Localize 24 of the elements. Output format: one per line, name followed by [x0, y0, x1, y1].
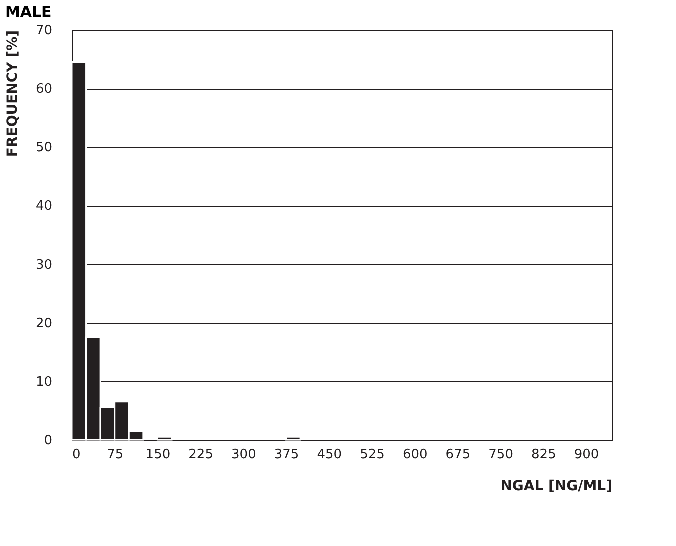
- x-tick-label: 825: [532, 448, 556, 462]
- x-tick-label: 525: [360, 448, 385, 462]
- y-tick-label: 40: [36, 199, 52, 214]
- x-axis-title: NGAL [NG/ML]: [500, 478, 612, 494]
- x-tick-label: 450: [317, 448, 342, 462]
- x-tick-label: 300: [232, 448, 256, 462]
- y-tick-label: 0: [44, 434, 52, 448]
- x-tick-label: 375: [274, 448, 300, 462]
- y-tick-label: 60: [36, 82, 52, 98]
- y-tick-label: 50: [36, 140, 52, 156]
- x-tick-label: 0: [72, 448, 81, 462]
- y-tick-label: 30: [36, 258, 52, 273]
- x-tick-label: 225: [188, 448, 214, 462]
- x-tick-label: 675: [446, 448, 471, 462]
- x-tick-label: 75: [107, 448, 124, 462]
- y-tick-label: 10: [36, 374, 52, 390]
- x-tick-label: 600: [402, 448, 428, 462]
- y-tick-label: 70: [36, 24, 52, 38]
- x-tick-label: 750: [488, 448, 514, 462]
- chart-title: MALE: [5, 3, 52, 21]
- y-axis-title: FREQUENCY [%]: [4, 30, 21, 158]
- x-tick-label: 900: [574, 448, 600, 462]
- y-tick-label: 20: [36, 316, 52, 332]
- x-tick-label: 150: [146, 448, 171, 462]
